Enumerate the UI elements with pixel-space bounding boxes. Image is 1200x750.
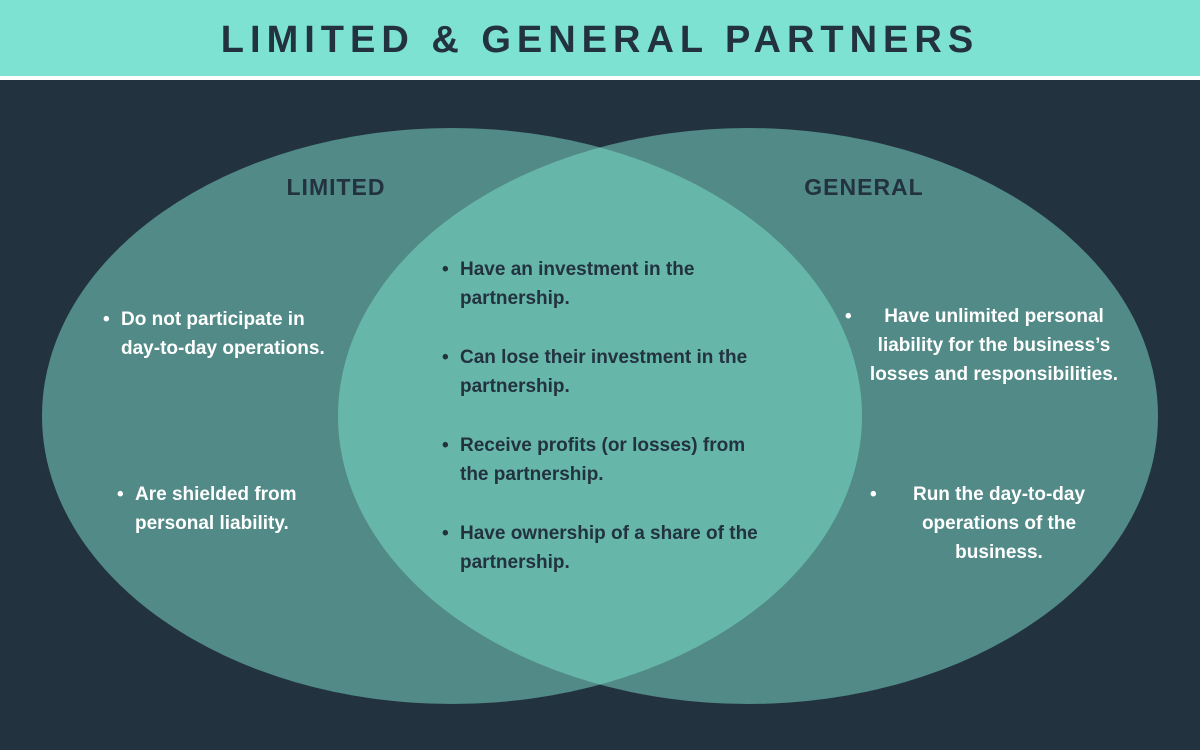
limited-list: Do not participate in day-to-day operati…: [103, 305, 343, 363]
general-set-label: GENERAL: [804, 174, 924, 200]
shared-item: Can lose their investment in the partner…: [442, 343, 762, 401]
header-divider: [0, 76, 1200, 80]
page-title: LIMITED & GENERAL PARTNERS: [220, 18, 980, 61]
shared-item: Have an investment in the partnership.: [442, 255, 762, 313]
shared-item: Have ownership of a share of the partner…: [442, 519, 762, 577]
general-list-2: Run the day-to-day operations of the bus…: [870, 480, 1110, 567]
limited-item: Are shielded from personal liability.: [117, 480, 337, 538]
limited-set-label: LIMITED: [286, 174, 386, 200]
general-item: Run the day-to-day operations of the bus…: [870, 480, 1110, 567]
general-item: Have unlimited personal liability for th…: [845, 302, 1125, 389]
limited-item: Do not participate in day-to-day operati…: [103, 305, 343, 363]
title-banner: LIMITED & GENERAL PARTNERS: [0, 0, 1200, 76]
shared-item: Receive profits (or losses) from the par…: [442, 431, 762, 489]
general-list: Have unlimited personal liability for th…: [845, 302, 1125, 389]
limited-list-2: Are shielded from personal liability.: [117, 480, 337, 538]
shared-list: Have an investment in the partnership. C…: [442, 255, 762, 577]
